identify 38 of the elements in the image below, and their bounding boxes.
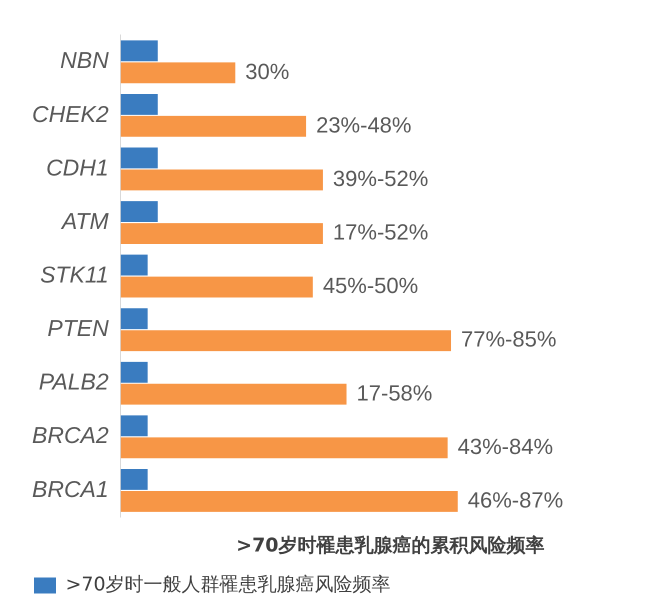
annotation: 17-58% [356, 380, 432, 406]
bar [120, 254, 148, 276]
annotation: 17%-52% [332, 220, 428, 245]
bar [120, 116, 306, 137]
y-tick-label: CHEK2 [32, 100, 109, 127]
bar [120, 62, 236, 84]
annotation: 39%-52% [332, 166, 428, 191]
bar [120, 362, 148, 383]
y-tick-label: BRCA1 [32, 476, 109, 502]
annotation: 30% [245, 58, 290, 84]
bar [120, 276, 313, 298]
x-axis-title: >70岁时罹患乳腺癌的累积风险频率 [236, 534, 545, 557]
y-tick-label: STK11 [40, 261, 109, 288]
annotation: 46%-87% [468, 487, 564, 512]
y-tick-label: PALB2 [38, 368, 109, 395]
bar [120, 437, 448, 458]
bar [120, 415, 148, 436]
bar [120, 468, 148, 490]
y-tick-label: ATM [60, 208, 110, 234]
y-tick-label: NBN [60, 47, 110, 74]
legend-label: >70岁时一般人群罹患乳腺癌风险频率 [66, 573, 391, 596]
bar [120, 169, 323, 190]
annotation: 77%-85% [461, 326, 556, 352]
bar [120, 148, 158, 168]
bar [120, 384, 347, 405]
bar [120, 201, 158, 222]
bar [120, 490, 458, 512]
bar [120, 223, 323, 244]
y-tick-label: CDH1 [46, 154, 109, 180]
bar [120, 94, 158, 115]
annotation: 23%-48% [316, 112, 412, 138]
annotation: 45%-50% [322, 273, 418, 298]
bar [120, 330, 452, 352]
y-tick-label: PTEN [47, 315, 110, 342]
bar [120, 308, 148, 330]
bar [120, 40, 158, 62]
annotation: 43%-84% [458, 434, 554, 459]
y-tick-label: BRCA2 [32, 422, 109, 448]
